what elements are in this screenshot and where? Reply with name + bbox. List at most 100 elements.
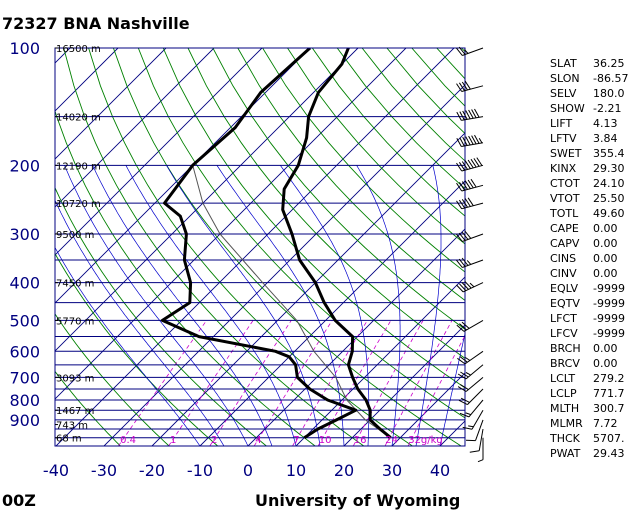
mixing-ratio-line	[384, 320, 453, 446]
wind-barb-flag	[470, 158, 477, 168]
index-value: 4.13	[593, 117, 618, 130]
wind-barb-flag	[456, 200, 463, 210]
pressure-tick-label: 100	[9, 39, 40, 58]
pressure-tick-label: 600	[9, 342, 40, 361]
wind-barb-flag	[458, 182, 466, 191]
isotherm-line	[151, 132, 465, 446]
wind-barb-flag	[456, 137, 462, 147]
wind-barb-flag	[467, 179, 474, 189]
dry-adiabat-line	[55, 370, 121, 446]
wind-barb	[465, 419, 484, 442]
mixing-ratio-line	[209, 320, 292, 446]
mixing-ratio-line	[292, 320, 368, 446]
index-row: BRCV 0.00	[550, 356, 640, 371]
mixing-ratio-label: 7	[293, 435, 299, 446]
wind-barb-staff	[463, 319, 484, 332]
wind-barb-flag	[456, 324, 465, 332]
index-value: 0.00	[593, 252, 618, 265]
temperature-tick-label: -30	[91, 461, 117, 480]
wind-barb-flag	[456, 233, 463, 242]
wind-barb	[457, 350, 484, 365]
parcel-trace	[192, 165, 391, 439]
index-row: BRCH 0.00	[550, 341, 640, 356]
index-value: 355.4	[593, 147, 625, 160]
wind-barb-flag	[474, 108, 480, 118]
dry-adiabat-line	[55, 109, 316, 446]
wind-barb-flag	[469, 450, 480, 453]
wind-barb-flag	[456, 182, 463, 192]
wind-barb-flag	[460, 397, 470, 403]
wind-barb-flag	[459, 412, 470, 418]
mixing-ratio-label: 24	[385, 435, 398, 446]
wind-barb	[456, 230, 484, 242]
wind-barb-flag	[461, 161, 468, 170]
wind-barb-flag	[459, 137, 465, 147]
wind-barb-flag	[470, 178, 477, 188]
wind-barb-flag	[468, 109, 474, 119]
wind-barb-staff	[461, 142, 484, 147]
wind-barb-staff	[465, 364, 484, 380]
wind-barb-half-flag	[465, 412, 471, 416]
isotherm-line	[247, 228, 465, 446]
isotherm-line	[55, 48, 407, 400]
index-name: THCK	[550, 432, 580, 445]
wind-barb-flag	[459, 111, 465, 121]
wind-barb	[456, 319, 484, 332]
index-row: EQTV -9999	[550, 296, 640, 311]
index-value: -2.21	[593, 102, 622, 115]
index-row: TOTL 49.60	[550, 206, 640, 221]
index-name: LFCT	[550, 312, 577, 325]
wind-barb	[469, 429, 484, 453]
wind-barb-staff	[461, 202, 484, 210]
isotherm-line	[295, 276, 465, 446]
wind-barb-staff	[461, 164, 484, 172]
pressure-tick-label: 500	[9, 311, 40, 330]
wind-barb-flag	[458, 199, 466, 209]
isotherm-line	[55, 48, 455, 446]
wind-barb	[456, 80, 484, 92]
wind-barb-half-flag	[469, 282, 475, 288]
wind-barb-half-flag	[464, 49, 469, 54]
index-value: 49.60	[593, 207, 625, 220]
index-row: CTOT 24.10	[550, 176, 640, 191]
index-name: LFTV	[550, 132, 577, 145]
index-name: PWAT	[550, 447, 581, 460]
height-label: 1467 m	[56, 406, 94, 417]
index-value: 29.30	[593, 162, 625, 175]
index-name: LIFT	[550, 117, 573, 130]
index-value: 279.2	[593, 372, 625, 385]
index-name: SLAT	[550, 57, 577, 70]
index-row: SLAT 36.25	[550, 56, 640, 71]
index-row: LCLP 771.7	[550, 386, 640, 401]
index-row: CAPE 0.00	[550, 221, 640, 236]
index-name: CINS	[550, 252, 577, 265]
pressure-tick-label: 300	[9, 225, 40, 244]
index-row: CINS 0.00	[550, 251, 640, 266]
wind-barb	[456, 46, 484, 56]
wind-barb-flag	[464, 198, 471, 207]
mixing-ratio-line	[407, 334, 465, 446]
wind-barb	[477, 437, 484, 463]
dry-adiabat-line	[162, 48, 465, 389]
index-name: SELV	[550, 87, 577, 100]
wind-barb-flag	[476, 157, 483, 166]
wind-barb-staff	[475, 419, 484, 441]
index-value: 0.00	[593, 357, 618, 370]
index-row: LIFT 4.13	[550, 116, 640, 131]
dry-adiabat-line	[287, 48, 465, 245]
wind-barb-flag	[456, 162, 463, 172]
wind-barb-flag	[462, 136, 468, 146]
wind-barb-flag	[460, 384, 469, 391]
index-name: MLTH	[550, 402, 580, 415]
wind-barb-half-flag	[468, 425, 474, 428]
index-value: 0.00	[593, 237, 618, 250]
index-name: TOTL	[550, 207, 579, 220]
wind-barb-flag	[467, 159, 474, 169]
wind-barb-flag	[456, 259, 463, 268]
moist-adiabat-line	[125, 165, 297, 446]
height-label: 16500 m	[56, 44, 101, 55]
index-row: MLTH 300.7	[550, 401, 640, 416]
index-value: 300.7	[593, 402, 625, 415]
pressure-tick-label: 800	[9, 391, 40, 410]
pressure-tick-label: 700	[9, 368, 40, 387]
